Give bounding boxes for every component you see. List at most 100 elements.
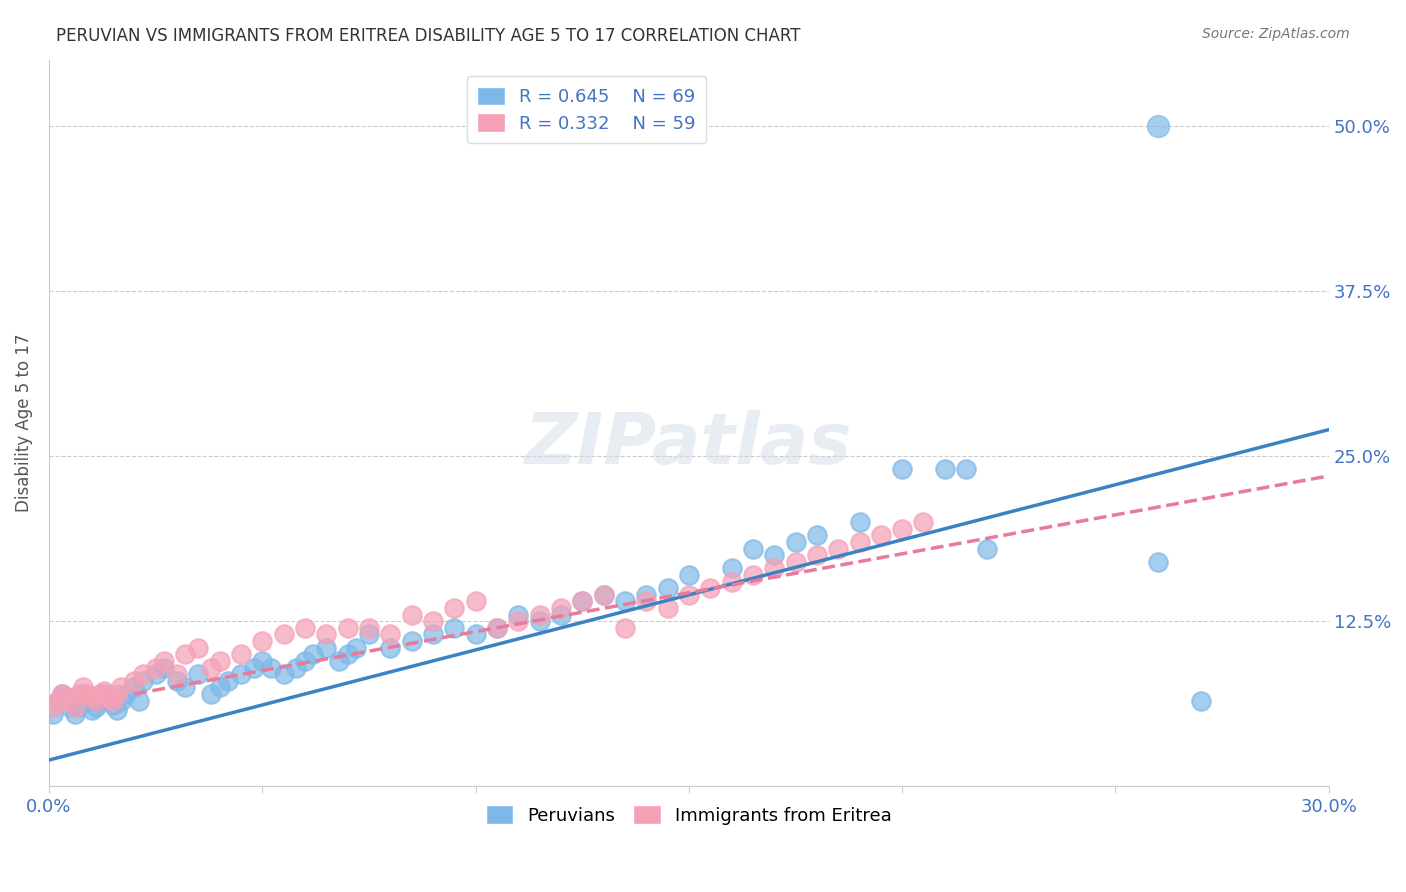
Point — [294, 654, 316, 668]
Point — [124, 681, 146, 695]
Point — [848, 535, 870, 549]
Point — [110, 693, 132, 707]
Point — [827, 541, 849, 556]
Point — [273, 667, 295, 681]
Point — [763, 548, 786, 562]
Point — [67, 700, 90, 714]
Point — [1147, 119, 1170, 133]
Point — [955, 462, 977, 476]
Point — [869, 528, 891, 542]
Point — [912, 515, 935, 529]
Point — [63, 700, 86, 714]
Point — [357, 627, 380, 641]
Point — [785, 535, 807, 549]
Point — [208, 681, 231, 695]
Point — [485, 621, 508, 635]
Point — [315, 640, 337, 655]
Point — [529, 615, 551, 629]
Point — [806, 528, 828, 542]
Point — [550, 607, 572, 622]
Point — [110, 681, 132, 695]
Point — [89, 687, 111, 701]
Point — [229, 667, 252, 681]
Point — [763, 561, 786, 575]
Point — [636, 594, 658, 608]
Point — [699, 581, 721, 595]
Point — [105, 687, 128, 701]
Point — [208, 654, 231, 668]
Point — [657, 601, 679, 615]
Point — [720, 561, 742, 575]
Point — [464, 627, 486, 641]
Point — [114, 687, 136, 701]
Point — [42, 700, 65, 714]
Point — [84, 700, 107, 714]
Point — [344, 640, 367, 655]
Point — [145, 660, 167, 674]
Point — [252, 654, 274, 668]
Point — [97, 690, 120, 704]
Point — [153, 660, 176, 674]
Point — [55, 690, 77, 704]
Point — [550, 601, 572, 615]
Point — [678, 568, 700, 582]
Point — [592, 588, 614, 602]
Point — [508, 607, 530, 622]
Point — [63, 706, 86, 721]
Point — [200, 660, 222, 674]
Point — [785, 555, 807, 569]
Point — [571, 594, 593, 608]
Point — [229, 648, 252, 662]
Point — [294, 621, 316, 635]
Point — [128, 693, 150, 707]
Point — [42, 706, 65, 721]
Point — [328, 654, 350, 668]
Point — [976, 541, 998, 556]
Point — [422, 615, 444, 629]
Point — [153, 654, 176, 668]
Text: Source: ZipAtlas.com: Source: ZipAtlas.com — [1202, 27, 1350, 41]
Point — [380, 640, 402, 655]
Point — [200, 687, 222, 701]
Point — [891, 522, 914, 536]
Point — [97, 690, 120, 704]
Point — [217, 673, 239, 688]
Point — [741, 541, 763, 556]
Point — [84, 693, 107, 707]
Point — [72, 687, 94, 701]
Point — [285, 660, 308, 674]
Point — [380, 627, 402, 641]
Text: PERUVIAN VS IMMIGRANTS FROM ERITREA DISABILITY AGE 5 TO 17 CORRELATION CHART: PERUVIAN VS IMMIGRANTS FROM ERITREA DISA… — [56, 27, 801, 45]
Point — [252, 634, 274, 648]
Point — [636, 588, 658, 602]
Point — [105, 703, 128, 717]
Point — [613, 594, 636, 608]
Point — [59, 693, 82, 707]
Point — [55, 690, 77, 704]
Point — [132, 673, 155, 688]
Point — [101, 698, 124, 712]
Point — [76, 687, 98, 701]
Point — [72, 681, 94, 695]
Point — [422, 627, 444, 641]
Point — [508, 615, 530, 629]
Point — [571, 594, 593, 608]
Point — [529, 607, 551, 622]
Point — [89, 693, 111, 707]
Y-axis label: Disability Age 5 to 17: Disability Age 5 to 17 — [15, 334, 32, 512]
Point — [934, 462, 956, 476]
Point — [1189, 693, 1212, 707]
Point — [741, 568, 763, 582]
Point — [67, 687, 90, 701]
Point — [51, 687, 73, 701]
Point — [46, 693, 69, 707]
Point — [187, 640, 209, 655]
Point — [357, 621, 380, 635]
Point — [93, 687, 115, 701]
Point — [80, 690, 103, 704]
Point — [273, 627, 295, 641]
Point — [166, 667, 188, 681]
Point — [848, 515, 870, 529]
Point — [101, 693, 124, 707]
Point — [59, 700, 82, 714]
